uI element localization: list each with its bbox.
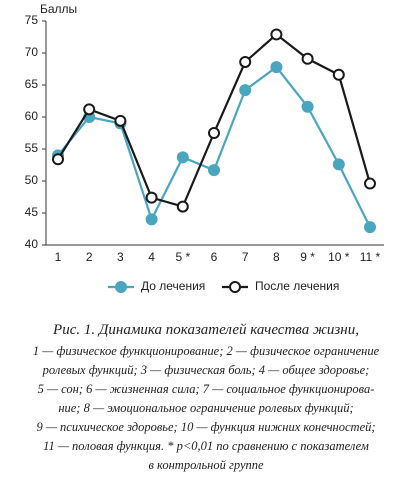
- point: [332, 68, 345, 81]
- x-tick-label: 8: [273, 250, 280, 264]
- caption-line: ние; 8 — эмоциональное ограничение ролев…: [58, 401, 354, 415]
- chart: Баллы 40 45 50 55 60 65 70 75 1 2 3 4 5 * 6 7 8 9 * 10 * 1…: [25, 2, 384, 293]
- point: [239, 55, 252, 68]
- point: [145, 213, 158, 226]
- x-tick-label: 2: [86, 250, 93, 264]
- x-tick-label: 10 *: [328, 250, 350, 264]
- x-tick-label: 7: [242, 250, 249, 264]
- caption-line: ролевых функций; 3 — физическая боль; 4 …: [42, 363, 370, 377]
- y-axis-label: Баллы: [40, 2, 77, 16]
- x-tick-label: 11 *: [360, 250, 381, 264]
- caption-line: в контрольной группе: [148, 458, 264, 472]
- x-tick-label: 3: [117, 250, 124, 264]
- point: [301, 52, 314, 65]
- series-line: [57, 65, 371, 228]
- legend-label: После лечения: [255, 279, 339, 293]
- y-tick-label: 65: [25, 77, 39, 91]
- legend-marker: [229, 281, 241, 293]
- point: [208, 127, 220, 139]
- x-tick-label: 5 *: [175, 250, 190, 264]
- point: [270, 61, 283, 74]
- caption-title: Рис. 1. Динамика показателей качества жи…: [53, 322, 359, 338]
- y-tick-label: 50: [25, 173, 39, 187]
- y-tick-label: 75: [25, 13, 39, 27]
- x-tick-label: 4: [148, 250, 155, 264]
- point: [52, 153, 64, 166]
- caption: Рис. 1. Динамика показателей качества жи…: [0, 318, 412, 475]
- point: [364, 177, 376, 190]
- point: [145, 191, 158, 204]
- caption-line: 5 — сон; 6 — жизненная сила; 7 — социаль…: [37, 382, 375, 396]
- y-tick-label: 70: [25, 45, 39, 59]
- legend-marker: [115, 281, 127, 293]
- caption-line: 9 — психическое здоровье; 10 — функция н…: [36, 420, 376, 434]
- point: [364, 221, 376, 234]
- point: [239, 84, 252, 97]
- point: [301, 100, 314, 113]
- y-tick-label: 60: [25, 109, 39, 123]
- point: [208, 164, 220, 177]
- x-tick-label: 6: [211, 250, 218, 264]
- point: [176, 200, 189, 213]
- y-tick-label: 40: [25, 237, 39, 251]
- point: [176, 151, 189, 164]
- caption-line: 11 — половая функция. * р<0,01 по сравне…: [43, 439, 369, 453]
- caption-line: 1 — физическое функционирование; 2 — физ…: [32, 344, 380, 358]
- point: [114, 114, 127, 127]
- x-tick-label: 1: [55, 250, 62, 264]
- x-tick-label: 9 *: [300, 250, 315, 264]
- point: [332, 158, 345, 171]
- point: [270, 28, 283, 41]
- point: [83, 103, 96, 116]
- y-tick-label: 45: [25, 205, 39, 219]
- legend-item: После лечения: [222, 279, 339, 293]
- y-tick-label: 55: [25, 141, 39, 155]
- legend-label: До лечения: [141, 279, 205, 293]
- legend-item: До лечения: [108, 279, 205, 293]
